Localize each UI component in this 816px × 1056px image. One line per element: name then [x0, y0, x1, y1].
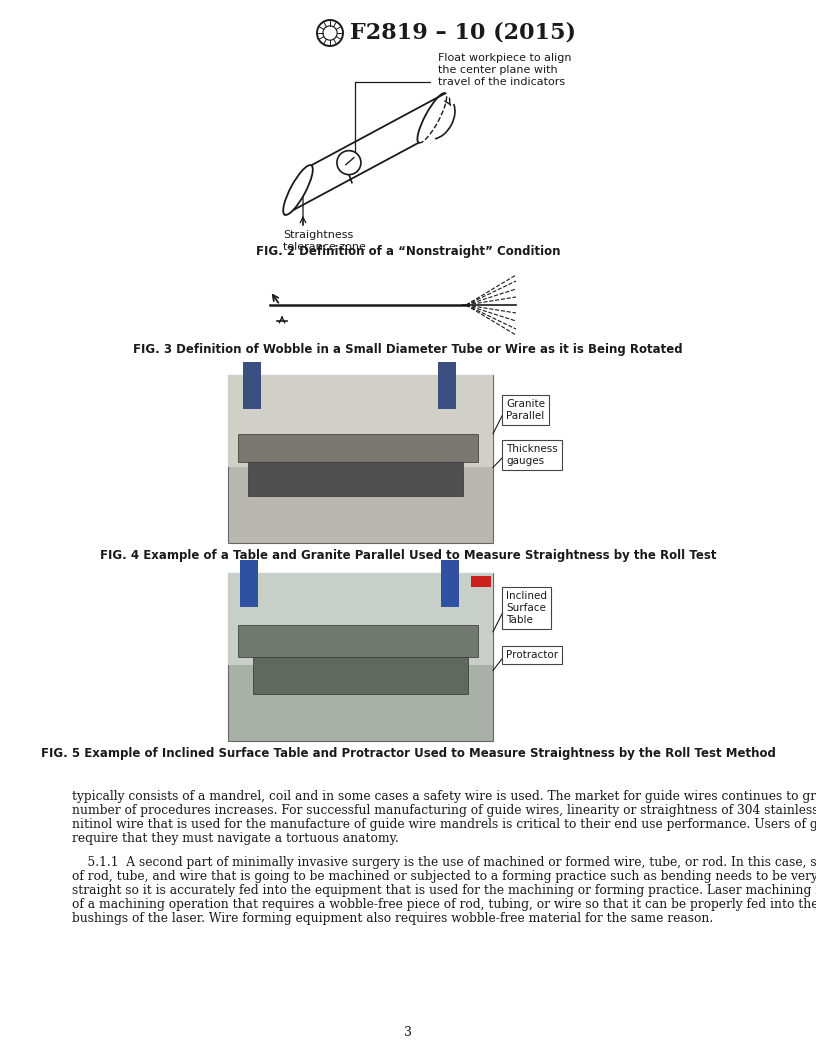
Ellipse shape	[283, 165, 313, 215]
FancyBboxPatch shape	[240, 560, 258, 606]
Text: number of procedures increases. For successful manufacturing of guide wires, lin: number of procedures increases. For succ…	[72, 804, 816, 817]
Text: the center plane with: the center plane with	[438, 65, 557, 75]
Text: FIG. 5 Example of Inclined Surface Table and Protractor Used to Measure Straight: FIG. 5 Example of Inclined Surface Table…	[41, 747, 775, 759]
Text: Thickness
gauges: Thickness gauges	[506, 445, 558, 466]
FancyBboxPatch shape	[243, 361, 261, 409]
FancyBboxPatch shape	[228, 375, 493, 543]
FancyBboxPatch shape	[253, 647, 468, 694]
Text: Inclined
Surface
Table: Inclined Surface Table	[506, 591, 547, 624]
Text: tolerance zone: tolerance zone	[283, 242, 366, 252]
FancyBboxPatch shape	[238, 625, 478, 657]
FancyBboxPatch shape	[228, 375, 493, 468]
Text: of a machining operation that requires a wobble-free piece of rod, tubing, or wi: of a machining operation that requires a…	[72, 898, 816, 911]
FancyBboxPatch shape	[471, 576, 491, 587]
Text: Straightness: Straightness	[283, 230, 353, 240]
Text: FIG. 2 Definition of a “Nonstraight” Condition: FIG. 2 Definition of a “Nonstraight” Con…	[255, 245, 561, 259]
FancyBboxPatch shape	[438, 361, 456, 409]
Text: 5.1.1  A second part of minimally invasive surgery is the use of machined or for: 5.1.1 A second part of minimally invasiv…	[72, 856, 816, 869]
Text: straight so it is accurately fed into the equipment that is used for the machini: straight so it is accurately fed into th…	[72, 884, 816, 897]
Text: of rod, tube, and wire that is going to be machined or subjected to a forming pr: of rod, tube, and wire that is going to …	[72, 870, 816, 883]
FancyBboxPatch shape	[238, 434, 478, 463]
Text: FIG. 3 Definition of Wobble in a Small Diameter Tube or Wire as it is Being Rota: FIG. 3 Definition of Wobble in a Small D…	[133, 343, 683, 357]
Text: Float workpiece to align: Float workpiece to align	[438, 53, 571, 63]
Text: nitinol wire that is used for the manufacture of guide wire mandrels is critical: nitinol wire that is used for the manufa…	[72, 818, 816, 831]
Text: Protractor: Protractor	[506, 650, 558, 660]
FancyBboxPatch shape	[228, 573, 493, 741]
Text: F2819 – 10 (2015): F2819 – 10 (2015)	[350, 22, 576, 44]
Text: travel of the indicators: travel of the indicators	[438, 77, 565, 87]
FancyBboxPatch shape	[228, 573, 493, 665]
FancyBboxPatch shape	[248, 454, 463, 496]
Circle shape	[337, 151, 361, 174]
Text: FIG. 4 Example of a Table and Granite Parallel Used to Measure Straightness by t: FIG. 4 Example of a Table and Granite Pa…	[100, 548, 716, 562]
Text: typically consists of a mandrel, coil and in some cases a safety wire is used. T: typically consists of a mandrel, coil an…	[72, 790, 816, 803]
Text: bushings of the laser. Wire forming equipment also requires wobble-free material: bushings of the laser. Wire forming equi…	[72, 912, 713, 925]
Text: 3: 3	[404, 1026, 412, 1039]
Text: Granite
Parallel: Granite Parallel	[506, 399, 545, 420]
Text: require that they must navigate a tortuous anatomy.: require that they must navigate a tortuo…	[72, 832, 399, 845]
FancyBboxPatch shape	[441, 560, 459, 606]
